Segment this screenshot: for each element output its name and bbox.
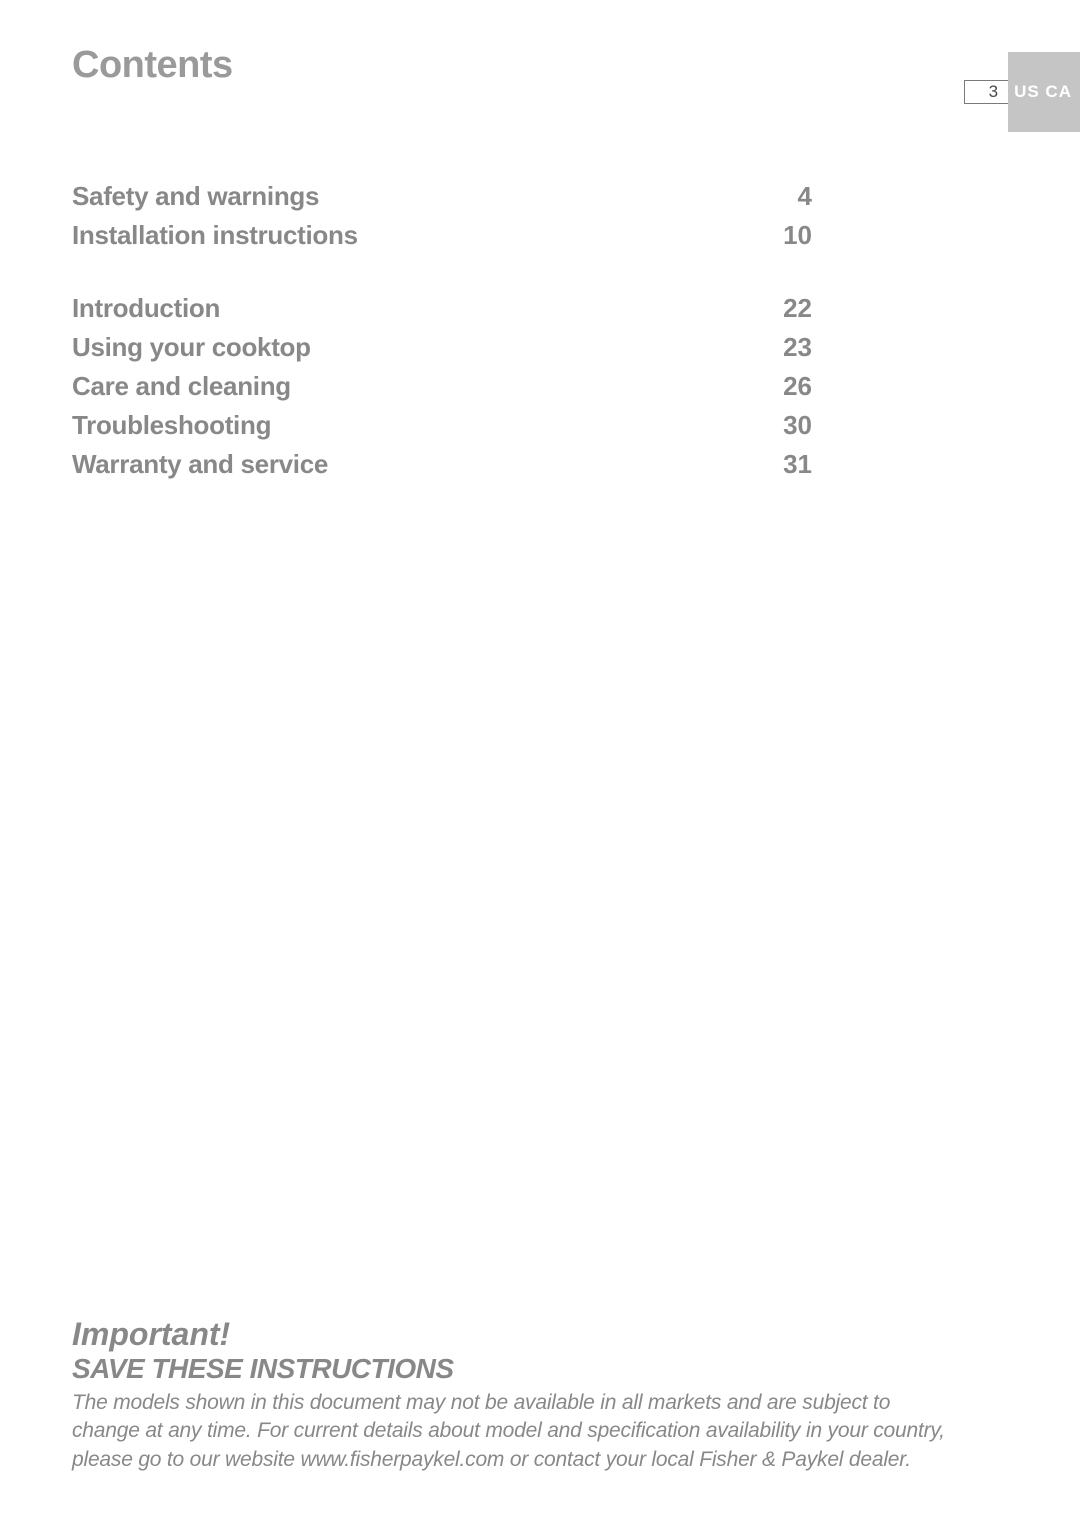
toc-label: Warranty and service: [72, 449, 328, 480]
page-header: Contents: [72, 44, 1008, 87]
toc-page: 10: [783, 220, 812, 251]
toc-row: Troubleshooting 30: [72, 410, 812, 441]
toc-page: 31: [783, 449, 812, 480]
toc-label: Introduction: [72, 293, 220, 324]
toc-row: Care and cleaning 26: [72, 371, 812, 402]
toc-row: Introduction 22: [72, 293, 812, 324]
save-instructions-heading: SAVE THESE INSTRUCTIONS: [72, 1353, 952, 1385]
toc-label: Safety and warnings: [72, 181, 319, 212]
toc-row: Safety and warnings 4: [72, 181, 812, 212]
footer-notice: Important! SAVE THESE INSTRUCTIONS The m…: [72, 1316, 952, 1474]
page-marker: 3 US CA: [964, 52, 1080, 132]
toc-row: Warranty and service 31: [72, 449, 812, 480]
important-heading: Important!: [72, 1316, 952, 1353]
toc-page: 4: [798, 181, 812, 212]
toc-page: 26: [783, 371, 812, 402]
toc-page: 22: [783, 293, 812, 324]
toc-group-1: Safety and warnings 4 Installation instr…: [72, 181, 1008, 251]
toc-page: 30: [783, 410, 812, 441]
region-tab: US CA: [1008, 52, 1080, 132]
toc-label: Installation instructions: [72, 220, 358, 251]
toc-row: Installation instructions 10: [72, 220, 812, 251]
toc-label: Troubleshooting: [72, 410, 271, 441]
toc-label: Using your cooktop: [72, 332, 311, 363]
toc-row: Using your cooktop 23: [72, 332, 812, 363]
toc-group-2: Introduction 22 Using your cooktop 23 Ca…: [72, 293, 1008, 480]
toc-page: 23: [783, 332, 812, 363]
toc-label: Care and cleaning: [72, 371, 291, 402]
page-title: Contents: [72, 44, 233, 87]
table-of-contents: Safety and warnings 4 Installation instr…: [72, 181, 1008, 480]
page-number-box: 3: [964, 80, 1009, 104]
disclaimer-text: The models shown in this document may no…: [72, 1389, 952, 1474]
document-page: Contents 3 US CA Safety and warnings 4 I…: [0, 0, 1080, 1532]
